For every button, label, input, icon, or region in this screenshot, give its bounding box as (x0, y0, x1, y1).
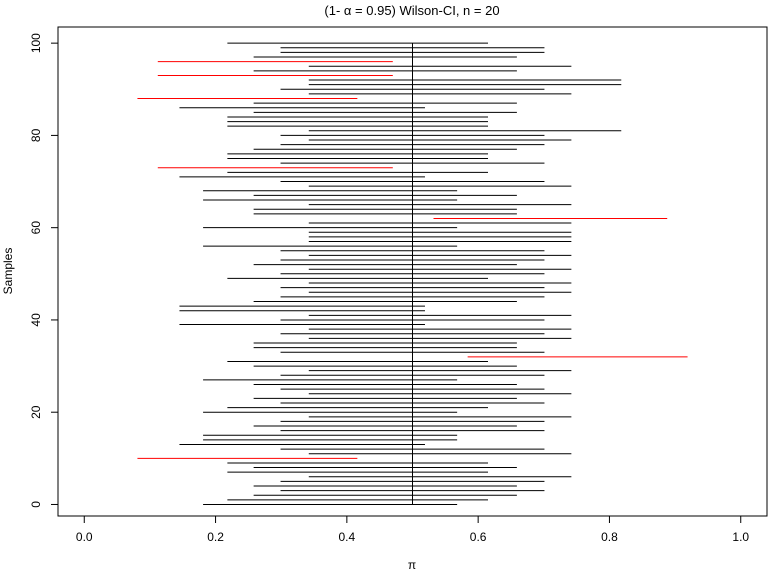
x-tick-label: 0.6 (470, 530, 487, 544)
y-tick-label: 80 (29, 128, 43, 142)
x-tick-label: 1.0 (732, 530, 749, 544)
y-tick-label: 60 (29, 221, 43, 235)
chart-title: (1- α = 0.95) Wilson-CI, n = 20 (324, 3, 499, 18)
x-tick-label: 0.2 (207, 530, 224, 544)
y-tick-label: 100 (29, 33, 43, 53)
x-axis: 0.0 0.2 0.4 0.6 0.8 1.0 (76, 515, 749, 544)
y-tick-label: 0 (29, 501, 43, 508)
y-axis-label: Samples (1, 248, 15, 295)
x-tick-label: 0.8 (601, 530, 618, 544)
y-tick-label: 20 (29, 405, 43, 419)
x-tick-label: 0.4 (339, 530, 356, 544)
y-axis: 0 20 40 60 80 100 (29, 33, 59, 508)
x-axis-label: π (408, 558, 416, 572)
x-tick-label: 0.0 (76, 530, 93, 544)
y-tick-label: 40 (29, 313, 43, 327)
